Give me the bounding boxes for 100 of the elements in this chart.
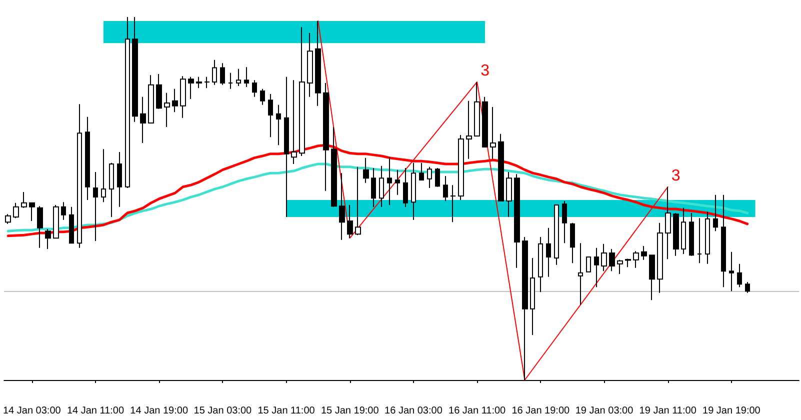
candlestick xyxy=(578,242,583,306)
candlestick xyxy=(299,26,305,157)
candlestick xyxy=(490,106,496,160)
candlestick xyxy=(172,88,178,113)
candlestick xyxy=(697,218,702,264)
candlestick xyxy=(657,222,663,294)
candlestick xyxy=(29,202,35,222)
candlestick xyxy=(474,81,480,137)
candlestick xyxy=(180,76,186,118)
x-tick-label: 15 Jan 19:00 xyxy=(320,406,380,416)
candlestick xyxy=(617,259,623,274)
candlestick xyxy=(260,88,265,106)
candlestick xyxy=(284,76,289,218)
candlestick xyxy=(236,68,241,86)
candlestick xyxy=(132,16,138,122)
x-tick-label: 19 Jan 03:00 xyxy=(575,406,634,416)
candlestick xyxy=(705,211,710,264)
candlestick xyxy=(37,206,43,248)
candlestick xyxy=(331,126,337,208)
candlestick xyxy=(244,66,249,88)
candlestick xyxy=(220,62,225,86)
candlestick xyxy=(347,204,353,239)
candlestick xyxy=(291,80,297,165)
candlestick xyxy=(633,250,639,268)
candlestick xyxy=(228,72,233,90)
candlestick xyxy=(156,73,162,110)
candlestick xyxy=(458,134,464,200)
candlestick xyxy=(379,165,384,208)
candlestick xyxy=(625,258,631,268)
x-tick-label: 19 Jan 19:00 xyxy=(702,406,761,416)
candlestick xyxy=(609,248,615,272)
candlestick xyxy=(641,246,647,260)
candlestick xyxy=(498,133,504,202)
candlestick xyxy=(427,166,432,188)
candlestick xyxy=(443,175,448,202)
candlestick xyxy=(339,172,345,240)
candlestick xyxy=(307,32,313,98)
candlestick xyxy=(681,207,686,255)
candlestick xyxy=(363,157,369,184)
candlestick xyxy=(85,116,90,200)
candlestick xyxy=(13,202,19,219)
candlestick xyxy=(21,191,27,208)
x-tick-label: 16 Jan 11:00 xyxy=(448,406,506,416)
candlestick xyxy=(562,200,567,244)
candlestick xyxy=(77,104,82,248)
candlestick xyxy=(419,162,424,180)
candlestick xyxy=(594,247,599,288)
candlestick xyxy=(689,212,694,256)
candlestick xyxy=(745,281,750,294)
candlestick xyxy=(276,104,281,146)
x-tick-label: 15 Jan 11:00 xyxy=(258,406,316,416)
candlestick xyxy=(586,256,591,272)
candlestick xyxy=(140,96,146,144)
candlestick xyxy=(665,186,671,260)
candlestick xyxy=(323,82,329,192)
candlestick xyxy=(403,168,408,208)
candlestick xyxy=(5,214,11,224)
candlestick xyxy=(355,166,361,236)
candlestick xyxy=(204,76,210,89)
candlestick xyxy=(196,76,202,89)
candlestick xyxy=(673,212,679,256)
candlestick xyxy=(713,194,718,232)
candlestick xyxy=(482,96,488,148)
x-tick-label: 16 Jan 03:00 xyxy=(384,406,443,416)
candlestick xyxy=(164,92,170,128)
candlestick xyxy=(554,204,559,266)
candlestick xyxy=(435,168,440,188)
candlestick xyxy=(737,263,742,288)
candlestick xyxy=(61,202,66,220)
candlestick xyxy=(93,171,98,242)
candlestick xyxy=(125,16,130,188)
candlestick xyxy=(387,156,392,206)
x-tick-label: 16 Jan 19:00 xyxy=(512,406,570,416)
candlestick xyxy=(538,236,543,293)
x-tick-label: 14 Jan 11:00 xyxy=(66,406,124,416)
candlestick xyxy=(649,254,655,301)
candlestick xyxy=(601,243,607,272)
candlestick xyxy=(395,169,400,196)
candlestick xyxy=(53,204,59,239)
candlestick xyxy=(721,194,726,288)
candlestick xyxy=(411,162,416,220)
candlestick xyxy=(148,74,154,124)
x-tick-label: 14 Jan 19:00 xyxy=(130,406,188,416)
candlestick xyxy=(188,76,194,100)
annotation: 3 xyxy=(480,62,490,80)
annotation: 3 xyxy=(671,167,680,184)
candlestick xyxy=(315,20,321,106)
candlestick xyxy=(514,174,520,268)
candlestick xyxy=(506,171,512,218)
candlestick xyxy=(570,222,575,264)
x-tick-label: 15 Jan 03:00 xyxy=(194,406,252,416)
candlestick xyxy=(466,100,472,160)
x-tick-label: 19 Jan 11:00 xyxy=(639,406,697,416)
candlestick xyxy=(546,227,551,278)
candlestick xyxy=(450,184,456,223)
candlestick xyxy=(530,258,535,336)
candlestick xyxy=(729,251,734,292)
candlestick xyxy=(45,228,51,250)
candlestick xyxy=(69,206,74,244)
candlestick xyxy=(109,162,114,218)
